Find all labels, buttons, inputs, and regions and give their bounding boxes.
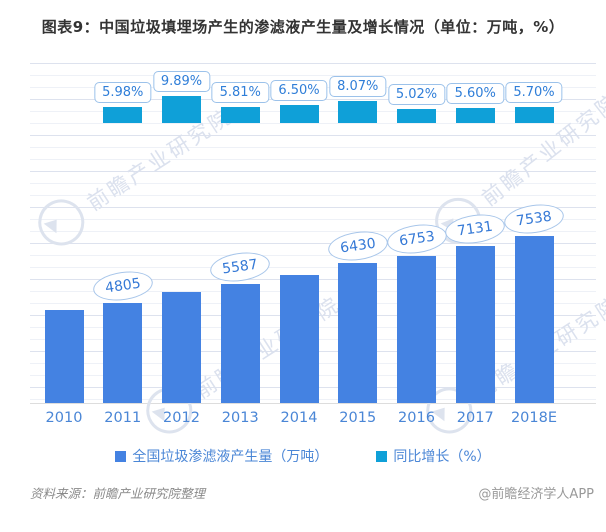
growth-value-label: 5.60% — [446, 83, 504, 104]
gridline — [30, 123, 596, 124]
legend-label-production: 全国垃圾渗滤液产生量（万吨） — [132, 449, 329, 465]
production-bar — [514, 236, 554, 403]
x-axis-label: 2014 — [280, 410, 318, 426]
production-value-label: 6753 — [384, 220, 449, 258]
legend-swatch-production-icon — [115, 450, 127, 462]
x-axis-label: 2015 — [339, 410, 377, 426]
x-axis-label: 2016 — [398, 410, 435, 426]
growth-bar — [455, 108, 495, 123]
x-axis-label: 2018E — [510, 410, 558, 426]
legend: 全国垃圾渗滤液产生量（万吨） 同比增长（%） — [0, 446, 606, 466]
x-axis-label: 2012 — [163, 410, 200, 426]
growth-value-label: 6.50% — [270, 80, 328, 101]
gridline — [30, 255, 596, 256]
growth-bar — [338, 101, 378, 123]
gridline — [30, 63, 596, 64]
brand-note: @前瞻经济学人APP — [478, 487, 594, 502]
growth-value-label: 5.02% — [387, 84, 446, 105]
gridline — [30, 171, 596, 172]
growth-value-label: 5.81% — [211, 82, 269, 103]
growth-bar — [103, 107, 143, 123]
production-value-label: 6430 — [326, 227, 390, 265]
chart-title: 图表9：中国垃圾填埋场产生的渗滤液产生量及增长情况（单位：万吨，%） — [41, 18, 565, 36]
x-axis-line — [30, 403, 596, 404]
growth-value-label: 9.89% — [152, 71, 211, 92]
gridline — [30, 231, 596, 232]
production-bar — [220, 284, 260, 403]
growth-value-label: 5.70% — [505, 82, 563, 103]
gridline — [30, 135, 596, 136]
gridline — [30, 207, 596, 208]
legend-item-production: 全国垃圾渗滤液产生量（万吨） — [115, 446, 328, 466]
x-axis-label: 2010 — [45, 410, 83, 426]
gridline — [30, 219, 596, 220]
growth-bar — [279, 105, 319, 123]
production-bar — [455, 246, 495, 403]
gridline — [30, 267, 596, 268]
production-bar — [162, 292, 201, 403]
growth-bar — [162, 96, 201, 123]
gridline — [30, 243, 596, 244]
production-bar — [44, 310, 84, 403]
x-axis-label: 2013 — [221, 410, 259, 426]
production-bar — [103, 303, 143, 403]
growth-bar — [514, 107, 554, 123]
production-value-label: 7131 — [443, 210, 507, 248]
production-value-label: 4805 — [91, 267, 155, 305]
x-axis-label: 2017 — [456, 410, 494, 426]
legend-swatch-growth-icon — [376, 450, 388, 462]
production-bar — [338, 263, 378, 403]
legend-item-growth: 同比增长（%） — [376, 446, 491, 466]
legend-label-growth: 同比增长（%） — [393, 449, 491, 465]
production-bar — [279, 275, 319, 403]
growth-value-label: 8.07% — [329, 76, 387, 97]
growth-bar — [397, 109, 436, 123]
growth-bar — [220, 107, 260, 123]
data-source-note: 资料来源：前瞻产业研究院整理 — [30, 486, 206, 501]
x-axis-label: 2011 — [104, 410, 142, 426]
growth-value-label: 5.98% — [94, 82, 152, 103]
gridline — [30, 183, 596, 184]
gridline — [30, 75, 596, 76]
gridline — [30, 147, 596, 148]
production-bar — [397, 256, 436, 403]
gridline — [30, 195, 596, 196]
gridline — [30, 159, 596, 160]
